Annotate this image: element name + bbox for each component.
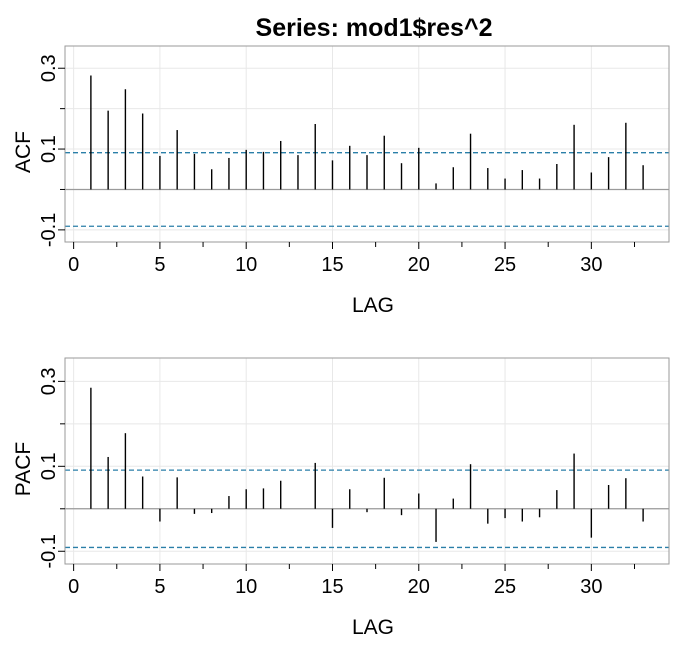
y-axis-label: PACF — [12, 442, 35, 496]
chart-title: Series: mod1$res^2 — [256, 14, 493, 42]
x-tick-label: 15 — [321, 576, 343, 598]
y-axis-label: ACF — [12, 131, 35, 173]
x-axis-label: LAG — [352, 616, 394, 639]
x-tick-label: 20 — [408, 576, 430, 598]
x-tick-label: 10 — [235, 576, 257, 598]
y-tick-label: -0.1 — [38, 213, 60, 247]
plot-frame — [64, 45, 670, 243]
x-tick-label: 20 — [408, 254, 430, 276]
x-tick-label: 30 — [580, 254, 602, 276]
x-tick-label: 25 — [494, 576, 516, 598]
x-tick-label: 15 — [321, 254, 343, 276]
y-tick-label: -0.1 — [38, 534, 60, 568]
y-tick-label: 0.1 — [38, 135, 60, 163]
x-tick-label: 10 — [235, 254, 257, 276]
x-tick-label: 30 — [580, 576, 602, 598]
y-tick-label: 0.3 — [38, 367, 60, 395]
x-tick-label: 5 — [154, 576, 165, 598]
plot-frame — [64, 357, 670, 565]
y-tick-label: 0.1 — [38, 452, 60, 480]
pacf-panel: 0 5 10 15 20 25 30 -0.1 0.1 0.3 LAG PACF — [12, 357, 670, 639]
y-tick-label: 0.3 — [38, 54, 60, 82]
x-tick-label: 25 — [494, 254, 516, 276]
x-tick-label: 0 — [68, 576, 79, 598]
x-tick-label: 5 — [154, 254, 165, 276]
acf-panel: 0 5 10 15 20 25 30 -0.1 0.1 0.3 LAG ACF — [12, 45, 670, 317]
x-axis-label: LAG — [352, 294, 394, 317]
x-tick-label: 0 — [68, 254, 79, 276]
